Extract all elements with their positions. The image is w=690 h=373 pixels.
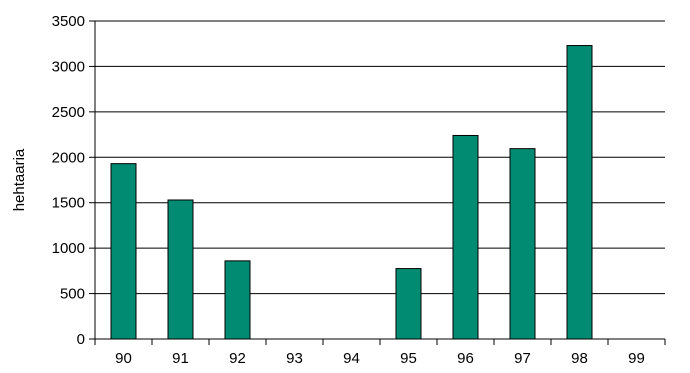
x-tick-label: 92 <box>229 350 246 367</box>
y-tick-label: 1500 <box>52 195 85 212</box>
x-tick-label: 98 <box>571 350 588 367</box>
bar-95 <box>395 268 422 340</box>
axes <box>89 20 666 345</box>
x-tick-label: 93 <box>286 350 303 367</box>
y-tick-label: 500 <box>60 286 85 303</box>
x-tick-labels: 90 91 92 93 94 95 96 97 98 99 <box>115 350 645 367</box>
bar-97 <box>509 148 536 340</box>
x-tick-label: 95 <box>400 350 417 367</box>
y-tick-label: 2500 <box>52 104 85 121</box>
bar-91 <box>167 199 194 340</box>
x-tick-label: 99 <box>628 350 645 367</box>
x-tick-label: 96 <box>457 350 474 367</box>
y-tick-labels: 0 500 1000 1500 2000 2500 3000 3500 <box>52 13 85 348</box>
x-tick-label: 94 <box>343 350 360 367</box>
x-tick-label: 97 <box>514 350 531 367</box>
bar-98 <box>566 45 593 340</box>
x-tick-label: 90 <box>115 350 132 367</box>
y-axis-title: hehtaaria <box>11 148 28 211</box>
y-tick-label: 0 <box>77 331 85 348</box>
y-tick-label: 3000 <box>52 58 85 75</box>
x-tick-label: 91 <box>172 350 189 367</box>
bar-96 <box>452 134 479 340</box>
y-tick-label: 1000 <box>52 240 85 257</box>
y-tick-label: 2000 <box>52 149 85 166</box>
y-tick-label: 3500 <box>52 13 85 30</box>
bars <box>110 45 593 340</box>
bar-90 <box>110 163 137 340</box>
bar-92 <box>224 260 251 340</box>
